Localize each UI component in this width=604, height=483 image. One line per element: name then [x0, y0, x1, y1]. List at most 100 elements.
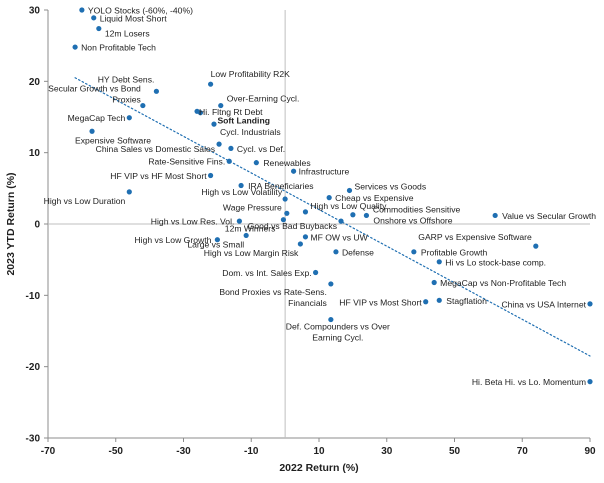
- data-point: [208, 81, 214, 87]
- data-point: [126, 189, 132, 195]
- point-label: YOLO Stocks (-60%, -40%): [88, 6, 193, 16]
- point-label: Def. Compounders vs Over Earning Cycl.: [286, 322, 390, 343]
- trendline: [74, 77, 591, 357]
- point-label: China vs USA Internet: [501, 299, 586, 309]
- x-tick-label: -70: [41, 446, 56, 457]
- point-label: Liquid Most Short: [100, 13, 167, 23]
- point-label: Value vs Secular Growth: [502, 211, 596, 221]
- point-label-line: Def. Compounders vs Over: [286, 322, 390, 332]
- point-label: GARP vs Expensive Software: [418, 232, 532, 242]
- data-point: [226, 158, 232, 164]
- point-label: Rate-Sensitive Fins.: [148, 157, 225, 167]
- data-point: [280, 217, 287, 223]
- y-tick-label: -20: [26, 362, 41, 373]
- point-label: High vs Low Quality: [310, 201, 387, 211]
- point-label: Cycl. vs Def.: [237, 144, 285, 154]
- point-label: Large vs Small: [187, 239, 244, 249]
- data-point: [126, 115, 132, 121]
- y-tick-label: -10: [26, 291, 41, 302]
- data-point: [436, 297, 442, 303]
- data-point: [72, 44, 78, 50]
- point-label: Stagflation: [446, 296, 487, 306]
- point-label: Soft Landing: [217, 116, 270, 126]
- point-label: Good vs Bad Buybacks: [248, 221, 337, 231]
- point-label: MegaCap vs Non-Profitable Tech: [440, 278, 566, 288]
- data-point: [411, 249, 417, 255]
- point-label: Commodities Sensitive: [373, 205, 461, 215]
- point-label: IRA Beneficiaries: [248, 181, 313, 191]
- x-tick-label: -50: [109, 446, 124, 457]
- point-label: Over-Earning Cycl.: [227, 94, 300, 104]
- data-point: [326, 195, 332, 201]
- point-label: High vs Low Duration: [44, 196, 126, 206]
- point-label: HY Debt Sens.: [98, 74, 155, 84]
- point-label: Renewables: [263, 158, 310, 168]
- data-point: [89, 128, 95, 134]
- data-point: [211, 121, 217, 127]
- axes: -30 -20 -10 0 10 20 30 -70 -50 -30 -10 10 30 50 70 90: [26, 6, 596, 458]
- y-tick-label: 20: [29, 77, 41, 88]
- point-label: HF VIP vs HF Most Short: [110, 171, 207, 181]
- data-point: [302, 234, 309, 240]
- data-point: [236, 218, 242, 224]
- data-point: [328, 281, 334, 287]
- data-point: [282, 196, 288, 202]
- data-point: [436, 259, 442, 265]
- point-label: Hi. Beta Hi. vs Lo. Momentum: [472, 377, 586, 387]
- data-point: [313, 269, 319, 276]
- point-label: High vs Low Growth: [134, 235, 211, 245]
- point-label: Services vs Goods: [354, 181, 426, 191]
- point-label: HF VIP vs Most Short: [339, 297, 422, 307]
- point-label: MF OW vs UW: [310, 232, 368, 242]
- data-point: [533, 243, 539, 249]
- y-tick-label: -30: [26, 434, 41, 445]
- data-point: [140, 102, 146, 109]
- data-point: [238, 182, 244, 189]
- data-point: [423, 299, 429, 305]
- point-label: Wage Pressure: [223, 202, 282, 212]
- point-labels: YOLO Stocks (-60%, -40%)Liquid Most Shor…: [44, 6, 597, 388]
- data-point: [153, 88, 159, 94]
- point-label: 12m Losers: [105, 29, 150, 39]
- point-label-line: Financials: [288, 298, 327, 308]
- y-axis-title: 2023 YTD Return (%): [5, 172, 17, 275]
- point-label: Hi vs Lo stock-base comp.: [445, 257, 546, 267]
- point-label: Bond Proxies vs Rate-Sens. Financials: [219, 287, 326, 308]
- x-tick-label: 50: [449, 446, 461, 457]
- y-tick-label: 10: [29, 148, 41, 159]
- data-point: [218, 102, 224, 109]
- y-tick-label: 0: [34, 220, 40, 231]
- point-label: Profitable Growth: [421, 247, 488, 257]
- point-label: Hi. Fltng Rt Debt: [199, 107, 263, 117]
- point-label: High vs Low Res. Vol.: [151, 217, 235, 227]
- data-point: [208, 172, 214, 179]
- data-point: [302, 209, 309, 215]
- point-label: High vs Low Volatility: [201, 187, 282, 197]
- x-tick-label: 70: [517, 446, 529, 457]
- x-tick-label: 30: [381, 446, 393, 457]
- point-label-line: Bond Proxies vs Rate-Sens.: [219, 287, 326, 297]
- data-point: [492, 212, 498, 219]
- data-point: [587, 379, 593, 385]
- data-point: [216, 141, 222, 147]
- data-point: [338, 218, 344, 224]
- data-point: [91, 15, 97, 21]
- x-tick-label: 10: [313, 446, 325, 457]
- data-point: [214, 237, 220, 243]
- data-points: [72, 7, 593, 385]
- point-label: Expensive Software: [75, 135, 151, 145]
- point-label-line: Proxies: [112, 95, 141, 105]
- x-tick-label: -30: [176, 446, 191, 457]
- point-label-line: Earning Cycl.: [312, 333, 363, 343]
- data-point: [284, 210, 290, 216]
- y-tick-label: 30: [29, 6, 41, 17]
- point-label: Secular Growth vs Bond Proxies: [48, 84, 141, 105]
- point-label-line: Secular Growth vs Bond: [48, 84, 141, 94]
- data-point: [79, 7, 85, 13]
- data-point: [197, 110, 204, 116]
- data-point: [333, 249, 339, 255]
- data-point: [297, 241, 303, 247]
- data-point: [328, 316, 334, 323]
- point-label: Infrastructure: [299, 167, 350, 177]
